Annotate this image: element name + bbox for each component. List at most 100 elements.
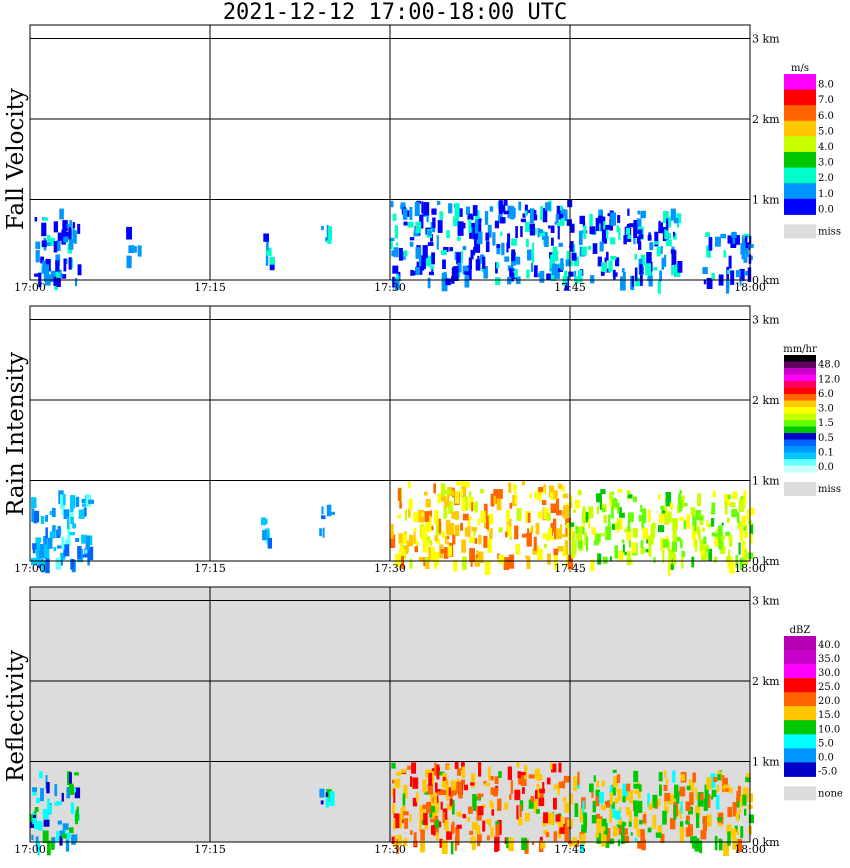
echo-pixel [507,523,512,536]
echo-pixel [728,255,732,269]
colorbar-label: 48.0 [818,360,840,371]
colorbar-label: 12.0 [818,374,840,385]
echo-pixel [667,541,671,552]
echo-pixel [431,525,434,531]
echo-pixel [34,217,38,222]
colorbar-label: 0.0 [818,204,834,215]
colorbar-label: 0.0 [818,462,834,473]
echo-pixel [591,527,596,535]
echo-pixel [456,236,461,241]
echo-pixel [639,264,643,275]
echo-pixel [515,226,518,238]
echo-pixel [732,802,737,817]
echo-pixel [391,836,395,844]
echo-pixel [727,494,731,500]
echo-pixel [580,816,585,821]
echo-pixel [666,779,669,784]
echo-pixel [444,817,449,831]
echo-pixel [60,273,63,277]
echo-pixel [469,830,474,835]
echo-pixel [35,241,41,249]
echo-pixel [669,794,675,803]
echo-pixel [485,515,489,530]
echo-pixel [38,551,45,559]
echo-pixel [81,534,87,544]
echo-pixel [627,208,630,216]
echo-pixel [65,232,71,238]
echo-pixel [692,780,695,792]
echo-pixel [477,806,484,816]
x-tick-label: 18:00 [734,843,766,856]
echo-pixel [52,837,56,844]
echo-pixel [413,230,419,237]
echo-pixel [329,511,335,515]
echo-pixel [681,495,685,508]
echo-pixel [434,510,439,525]
echo-pixel [411,762,417,774]
echo-pixel [475,505,478,512]
echo-pixel [72,222,76,228]
echo-pixel [540,841,546,849]
colorbar-missing-swatch [784,482,816,496]
echo-pixel [397,514,402,519]
echo-pixel [625,807,630,815]
x-tick-label: 18:00 [734,562,766,575]
echo-pixel [488,776,494,781]
echo-pixel [402,208,408,220]
echo-pixel [605,268,611,273]
echo-pixel [735,235,740,245]
colorbar-label: 5.0 [818,738,834,749]
echo-pixel [702,545,709,550]
echo-pixel [62,220,68,232]
echo-pixel [437,791,442,796]
echo-pixel [739,504,746,509]
echo-pixel [574,270,577,280]
echo-pixel [441,249,447,256]
echo-pixel [608,514,611,530]
echo-pixel [724,493,730,506]
echo-pixel [570,241,574,252]
echo-pixel [504,256,510,262]
echo-pixel [645,263,652,276]
x-tick-label: 17:00 [14,281,46,294]
echo-pixel [495,822,500,836]
echo-pixel [664,254,667,267]
echo-pixel [456,481,461,486]
echo-pixel [32,545,36,554]
echo-pixel [667,560,671,576]
echo-pixel [31,508,35,522]
echo-pixel [70,516,74,525]
echo-pixel [693,536,697,547]
echo-pixel [716,784,720,793]
echo-pixel [70,258,73,269]
echo-pixel [46,242,51,246]
echo-pixel [633,237,636,245]
echo-pixel [736,829,739,835]
echo-pixel [703,798,708,811]
echo-pixel [480,489,484,494]
echo-pixel [490,493,495,507]
echo-pixel [86,536,90,550]
colorbar-label: 2.0 [818,173,834,184]
echo-pixel [535,789,538,800]
echo-pixel [525,210,528,217]
echo-pixel [431,768,435,774]
echo-pixel [724,501,728,515]
echo-pixel [526,556,531,570]
x-tick-label: 17:00 [14,562,46,575]
echo-pixel [68,257,72,270]
echo-pixel [527,249,532,261]
echo-pixel [40,256,44,264]
echo-pixel [40,516,45,524]
echo-pixel [78,509,85,519]
echo-pixel [61,274,67,279]
echo-pixel [41,560,48,573]
echo-pixel [329,791,335,806]
echo-pixel [600,270,605,276]
echo-pixel [480,510,486,524]
echo-pixel [494,220,499,229]
echo-pixel [672,530,677,543]
echo-pixel [729,534,733,547]
echo-pixel [716,528,719,533]
echo-pixel [729,787,733,794]
